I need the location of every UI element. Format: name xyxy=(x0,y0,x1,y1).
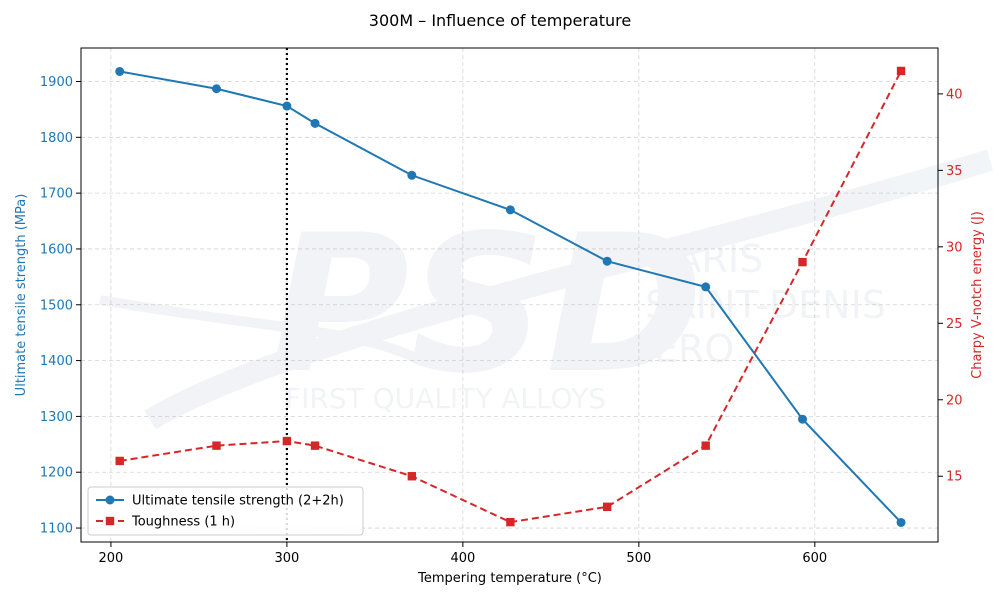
right-y-tick-label-2: 25 xyxy=(946,317,963,332)
uts-point-1 xyxy=(212,84,222,94)
left-y-tick-label-0: 1100 xyxy=(40,522,73,537)
uts-line xyxy=(119,70,902,524)
uts-point-6 xyxy=(602,256,612,266)
uts-point-2 xyxy=(282,101,292,111)
toughness-point-9 xyxy=(896,66,906,76)
x-axis: 200 300 400 500 600 xyxy=(99,542,827,566)
legend-label-0: Ultimate tensile strength (2+2h) xyxy=(132,494,344,509)
left-y-axis-label: Ultimate tensile strength (MPa) xyxy=(14,194,29,397)
toughness-point-2 xyxy=(282,436,292,446)
toughness-point-7 xyxy=(701,441,710,450)
right-y-tick-label-3: 30 xyxy=(946,240,963,255)
watermark-line3: AERO xyxy=(628,327,734,371)
legend-label-1: Toughness (1 h) xyxy=(131,515,235,530)
left-y-tick-label-8: 1900 xyxy=(40,75,73,90)
uts-point-8 xyxy=(797,414,807,424)
legend-item-0: Ultimate tensile strength (2+2h) xyxy=(96,494,344,509)
toughness-point-4 xyxy=(407,472,417,481)
x-tick-label-0: 200 xyxy=(99,551,124,566)
uts-series xyxy=(115,66,906,527)
toughness-point-3 xyxy=(310,441,320,450)
watermark-line2: SAINT-DENIS xyxy=(645,283,886,327)
toughness-point-1 xyxy=(212,441,221,450)
left-y-tick-label-6: 1700 xyxy=(40,187,73,202)
x-tick-label-1: 300 xyxy=(274,551,299,566)
left-y-tick-label-7: 1800 xyxy=(40,131,73,146)
legend-box xyxy=(87,486,364,536)
uts-point-5 xyxy=(505,205,515,215)
toughness-line xyxy=(119,70,902,524)
right-y-axis-label: Charpy V-notch energy (J) xyxy=(970,211,985,379)
watermark-swoosh-2 xyxy=(99,295,423,365)
left-y-tick-label-5: 1600 xyxy=(40,242,73,257)
left-y-tick-label-1: 1200 xyxy=(40,466,73,481)
watermark-tagline: FIRST QUALITY ALLOYS xyxy=(285,382,606,415)
left-y-tick-label-3: 1400 xyxy=(40,354,73,369)
right-y-tick-label-1: 20 xyxy=(946,393,963,408)
toughness-point-8 xyxy=(798,257,807,267)
watermark-line1: PARIS xyxy=(655,237,763,281)
uts-point-7 xyxy=(701,282,711,292)
legend-marker-0 xyxy=(105,495,115,505)
uts-point-9 xyxy=(896,517,906,527)
toughness-series xyxy=(115,66,906,527)
toughness-point-0 xyxy=(115,456,124,466)
watermark-logo: PSD PARIS SAINT-DENIS AERO FIRST QUALITY… xyxy=(99,149,994,430)
series-layer xyxy=(115,66,906,527)
x-tick-label-3: 500 xyxy=(626,551,651,566)
right-y-tick-label-4: 35 xyxy=(946,164,963,179)
left-y-tick-label-2: 1300 xyxy=(40,410,73,425)
uts-point-3 xyxy=(310,118,320,128)
legend-item-1: Toughness (1 h) xyxy=(96,515,235,530)
left-y-axis: 1100 1200 1300 1400 1500 1600 1700 1800 1900 xyxy=(40,75,81,537)
chart-title: 300M – Influence of temperature xyxy=(369,11,631,30)
left-y-tick-label-4: 1500 xyxy=(40,298,73,313)
right-y-tick-label-5: 40 xyxy=(946,87,963,102)
x-tick-label-2: 400 xyxy=(450,551,475,566)
toughness-point-6 xyxy=(602,502,612,512)
right-y-axis: 15 20 25 30 35 40 xyxy=(938,87,963,485)
x-tick-label-4: 600 xyxy=(802,551,827,566)
legend-marker-1 xyxy=(105,516,115,526)
toughness-point-5 xyxy=(506,517,515,527)
right-y-tick-label-0: 15 xyxy=(946,470,963,485)
watermark-swoosh xyxy=(144,149,994,430)
x-axis-label: Tempering temperature (°C) xyxy=(417,571,602,586)
uts-point-4 xyxy=(407,170,417,180)
plot-frame xyxy=(80,47,939,543)
legend: Ultimate tensile strength (2+2h) Toughnes… xyxy=(87,486,364,536)
uts-point-0 xyxy=(115,66,125,76)
